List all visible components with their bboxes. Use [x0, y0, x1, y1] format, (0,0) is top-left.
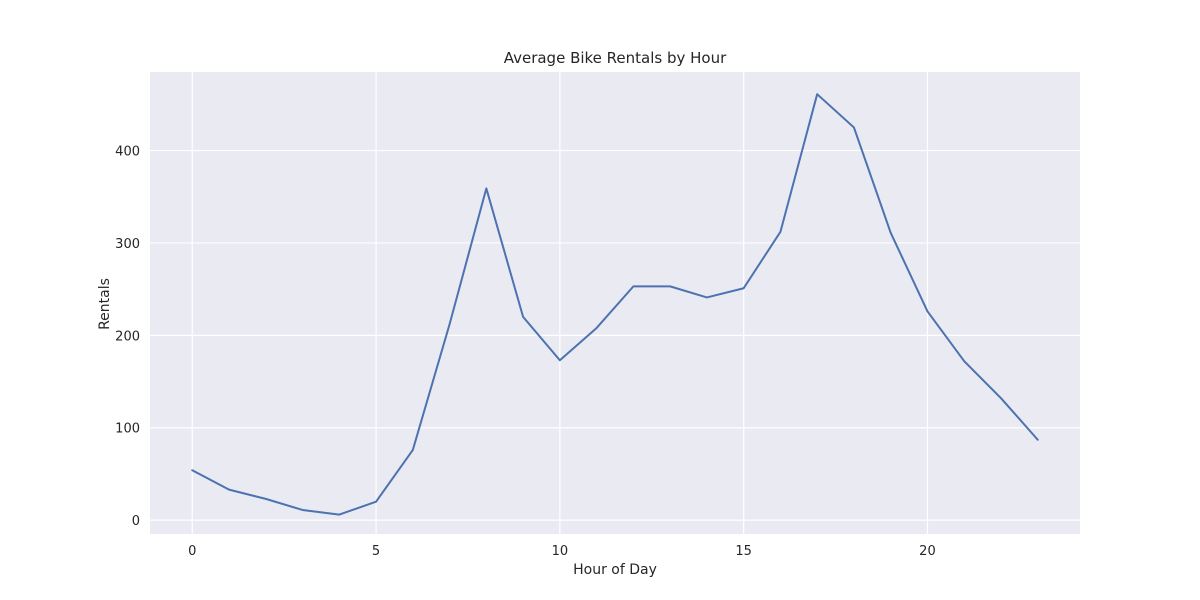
x-tick-label: 5 [372, 544, 380, 559]
series-line [191, 93, 1039, 516]
y-tick-label: 100 [115, 422, 140, 437]
y-tick-label: 0 [132, 514, 140, 529]
y-tick-label: 300 [115, 237, 140, 252]
y-tick-label: 200 [115, 329, 140, 344]
plot-area [150, 72, 1080, 534]
x-tick-label: 10 [552, 544, 569, 559]
chart-title: Average Bike Rentals by Hour [504, 49, 727, 67]
y-tick-label: 400 [115, 145, 140, 160]
grid-lines [150, 72, 1080, 534]
x-tick-label: 0 [188, 544, 196, 559]
x-tick-label: 15 [735, 544, 752, 559]
x-axis-label: Hour of Day [573, 562, 657, 578]
x-tick-label: 20 [919, 544, 936, 559]
y-axis-label: Rentals [97, 278, 113, 330]
